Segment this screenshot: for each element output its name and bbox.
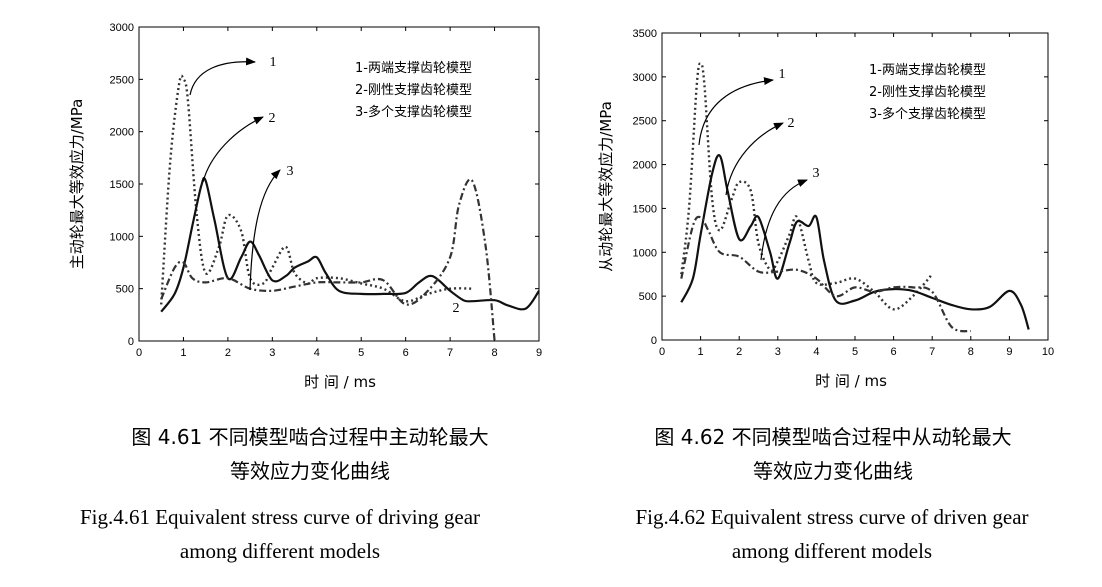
annotation-label: 3 bbox=[287, 164, 294, 179]
annotation-label: 2 bbox=[453, 301, 460, 316]
figure-caption-cn-4-61: 图 4.61 不同模型啮合过程中主动轮最大 等效应力变化曲线 bbox=[75, 420, 545, 488]
figure-caption-en-4-61: Fig.4.61 Equivalent stress curve of driv… bbox=[20, 500, 540, 568]
x-tick-label: 3 bbox=[775, 346, 781, 358]
x-tick-label: 10 bbox=[1042, 346, 1054, 358]
caption-en-line2: among different models bbox=[731, 539, 933, 563]
figure-caption-en-4-62: Fig.4.62 Equivalent stress curve of driv… bbox=[572, 500, 1092, 568]
y-axis-label: 从动轮最大等效应力/MPa bbox=[597, 101, 615, 272]
x-tick-label: 6 bbox=[403, 347, 409, 359]
legend-entry-2: 2-刚性支撑齿轮模型 bbox=[869, 85, 986, 100]
figure-caption-cn-4-62: 图 4.62 不同模型啮合过程中从动轮最大 等效应力变化曲线 bbox=[598, 420, 1068, 488]
caption-cn-line1: 图 4.61 不同模型啮合过程中主动轮最大 bbox=[131, 425, 489, 449]
legend-entry-3: 3-多个支撑齿轮模型 bbox=[869, 106, 986, 122]
legend-entry-1: 1-两端支撑齿轮模型 bbox=[869, 63, 986, 78]
y-tick-label: 2000 bbox=[110, 127, 134, 139]
annotation-label: 2 bbox=[788, 116, 795, 131]
x-tick-label: 0 bbox=[136, 347, 142, 359]
annotation-arrow bbox=[202, 116, 264, 183]
x-tick-label: 5 bbox=[358, 347, 364, 359]
y-tick-label: 3500 bbox=[633, 28, 657, 40]
y-tick-label: 3000 bbox=[110, 22, 134, 34]
x-tick-label: 1 bbox=[698, 346, 704, 358]
y-tick-label: 500 bbox=[116, 284, 134, 296]
y-axis-label: 主动轮最大等效应力/MPa bbox=[68, 99, 86, 270]
x-tick-label: 5 bbox=[852, 346, 858, 358]
plot-frame bbox=[138, 26, 540, 342]
x-axis-label: 时 间 / ms bbox=[304, 373, 376, 391]
series-line-3 bbox=[680, 215, 972, 333]
chart-driving-gear: 0 1 2 3 4 5 6 7 8 9 0 500 1000 1500 2000 2500 3000 1-两端支撑… bbox=[68, 22, 542, 391]
x-tick-label: 8 bbox=[968, 346, 974, 358]
x-tick-label: 8 bbox=[491, 347, 497, 359]
caption-en-line1: Fig.4.62 Equivalent stress curve of driv… bbox=[635, 505, 1029, 529]
annotation-arrow bbox=[249, 169, 281, 291]
x-tick-label: 4 bbox=[813, 346, 819, 358]
series-line-1 bbox=[680, 62, 934, 311]
caption-cn-line1: 图 4.62 不同模型啮合过程中从动轮最大 bbox=[654, 425, 1012, 449]
chart-panel-driving-gear: 0 1 2 3 4 5 6 7 8 9 0 500 1000 1500 2000 2500 3000 1-两端支撑… bbox=[0, 0, 551, 410]
y-tick-label: 0 bbox=[651, 335, 657, 347]
y-tick-label: 2500 bbox=[633, 116, 657, 128]
x-tick-label: 2 bbox=[736, 346, 742, 358]
y-tick-label: 1500 bbox=[110, 179, 134, 191]
x-tick-label: 9 bbox=[1006, 346, 1012, 358]
annotation-label: 1 bbox=[270, 55, 277, 70]
y-tick-label: 1000 bbox=[633, 247, 657, 259]
y-tick-label: 2000 bbox=[633, 160, 657, 172]
annotation-arrow bbox=[189, 57, 256, 96]
y-tick-label: 500 bbox=[639, 291, 657, 303]
series-line-2 bbox=[160, 176, 540, 313]
caption-en-line1: Fig.4.61 Equivalent stress curve of driv… bbox=[79, 505, 481, 529]
series-line-3 bbox=[160, 178, 496, 342]
x-tick-label: 1 bbox=[180, 347, 186, 359]
legend-entry-1: 1-两端支撑齿轮模型 bbox=[355, 61, 472, 76]
y-tick-label: 1500 bbox=[633, 203, 657, 215]
y-tick-label: 0 bbox=[128, 336, 134, 348]
annotation-arrow bbox=[725, 122, 784, 196]
caption-en-line2: among different models bbox=[179, 539, 381, 563]
y-tick-label: 1000 bbox=[110, 231, 134, 243]
x-tick-label: 7 bbox=[447, 347, 453, 359]
x-axis-label: 时 间 / ms bbox=[815, 372, 887, 390]
chart-driven-gear: 0 1 2 3 4 5 6 7 8 9 10 0 500 1000 1500 2000 2500 3000 3500… bbox=[597, 28, 1054, 390]
annotation-label: 1 bbox=[779, 67, 786, 82]
y-tick-label: 2500 bbox=[110, 74, 134, 86]
annotation-label: 3 bbox=[813, 166, 820, 181]
series-line-2 bbox=[680, 154, 1030, 330]
caption-cn-line2: 等效应力变化曲线 bbox=[753, 459, 913, 483]
annotation-arrow bbox=[760, 179, 808, 261]
legend-entry-2: 2-刚性支撑齿轮模型 bbox=[355, 83, 472, 98]
annotation-arrow bbox=[698, 77, 774, 146]
annotation-label: 2 bbox=[269, 111, 276, 126]
x-tick-label: 3 bbox=[269, 347, 275, 359]
x-tick-label: 4 bbox=[314, 347, 320, 359]
series-line-1 bbox=[160, 74, 473, 305]
x-tick-label: 7 bbox=[929, 346, 935, 358]
x-tick-label: 6 bbox=[891, 346, 897, 358]
x-tick-label: 0 bbox=[659, 346, 665, 358]
x-tick-label: 2 bbox=[225, 347, 231, 359]
plot-frame bbox=[661, 32, 1049, 341]
legend-entry-3: 3-多个支撑齿轮模型 bbox=[355, 104, 472, 120]
y-tick-label: 3000 bbox=[633, 72, 657, 84]
chart-panel-driven-gear: 0 1 2 3 4 5 6 7 8 9 10 0 500 1000 1500 2000 2500 3000 3500… bbox=[551, 0, 1102, 410]
caption-cn-line2: 等效应力变化曲线 bbox=[230, 459, 390, 483]
x-tick-label: 9 bbox=[536, 347, 542, 359]
